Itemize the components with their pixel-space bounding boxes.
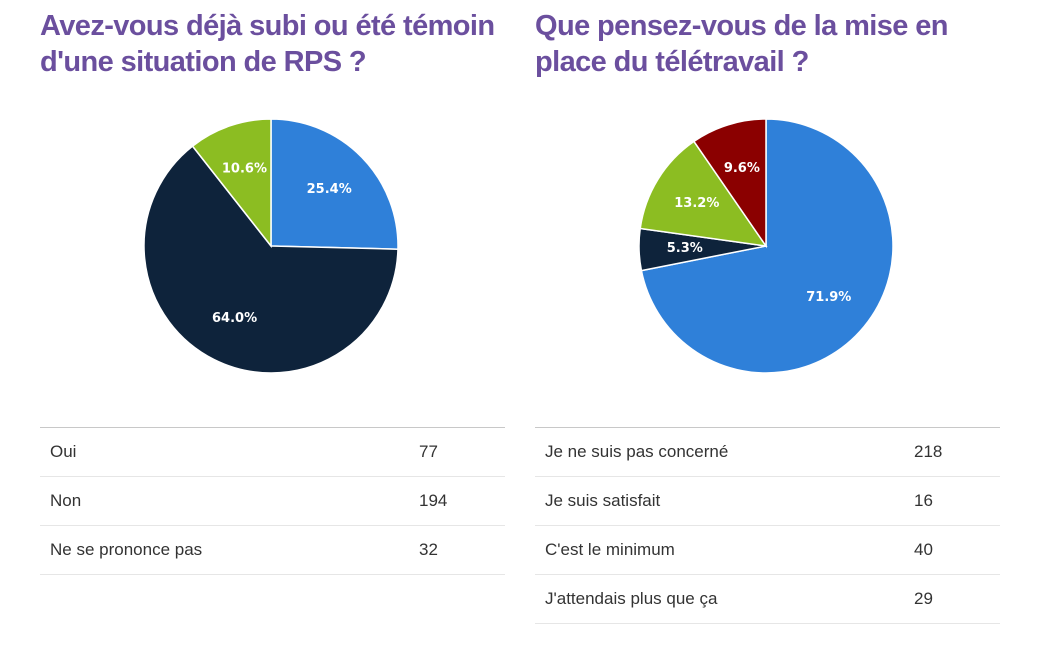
slice-label: 71.9% bbox=[806, 290, 851, 305]
answer-label: Je suis satisfait bbox=[535, 476, 914, 526]
table-body: Je ne suis pas concerné 218 Je suis satisf… bbox=[535, 427, 1000, 624]
table-row: Non 194 bbox=[40, 476, 505, 526]
answer-label: C'est le minimum bbox=[535, 525, 914, 575]
answer-count: 77 bbox=[419, 427, 505, 477]
answer-label: Oui bbox=[40, 427, 419, 477]
slice-label: 13.2% bbox=[674, 196, 719, 211]
table-row: Oui 77 bbox=[40, 427, 505, 477]
slice-label: 64.0% bbox=[212, 311, 257, 326]
table-row: Je suis satisfait 16 bbox=[535, 476, 1000, 526]
answer-count: 194 bbox=[419, 476, 505, 526]
panel: Avez-vous déjà subi ou été témoin d'une … bbox=[40, 0, 505, 651]
answer-label: Je ne suis pas concerné bbox=[535, 427, 914, 477]
table-row: Ne se prononce pas 32 bbox=[40, 525, 505, 575]
chart-title: Avez-vous déjà subi ou été témoin d'une … bbox=[40, 10, 495, 78]
pie-chart: 25.4% 64.0% 10.6% bbox=[143, 118, 399, 374]
slice-label: 9.6% bbox=[724, 161, 760, 176]
answer-count: 32 bbox=[419, 525, 505, 575]
answer-label: Non bbox=[40, 476, 419, 526]
table-row: C'est le minimum 40 bbox=[535, 525, 1000, 575]
answer-label: J'attendais plus que ça bbox=[535, 574, 914, 624]
slice-label: 25.4% bbox=[307, 182, 352, 197]
chart-title: Que pensez-vous de la mise en place du t… bbox=[535, 10, 949, 78]
answer-label: Ne se prononce pas bbox=[40, 525, 419, 575]
pie-slice bbox=[191, 118, 272, 249]
answer-count: 218 bbox=[914, 427, 1000, 477]
pie-slice bbox=[270, 118, 399, 250]
answer-count: 16 bbox=[914, 476, 1000, 526]
results-table: Je ne suis pas concerné 218 Je suis satisf… bbox=[535, 427, 1000, 624]
table-row: Je ne suis pas concerné 218 bbox=[535, 427, 1000, 477]
table-body: Oui 77 Non 194 Ne se prononce pas 32 bbox=[40, 427, 505, 575]
pie-slice bbox=[692, 118, 767, 249]
table-row: J'attendais plus que ça 29 bbox=[535, 574, 1000, 624]
pie-chart: 71.9% 5.3% 13.2% 9.6% bbox=[638, 118, 894, 374]
slice-label: 5.3% bbox=[667, 241, 703, 256]
panel: Que pensez-vous de la mise en place du t… bbox=[535, 0, 1000, 651]
results-table: Oui 77 Non 194 Ne se prononce pas 32 bbox=[40, 427, 505, 575]
slice-label: 10.6% bbox=[222, 162, 267, 177]
pie-slice bbox=[143, 145, 399, 374]
answer-count: 40 bbox=[914, 525, 1000, 575]
pie-slice bbox=[639, 140, 768, 247]
pie-slice bbox=[640, 118, 894, 374]
answer-count: 29 bbox=[914, 574, 1000, 624]
